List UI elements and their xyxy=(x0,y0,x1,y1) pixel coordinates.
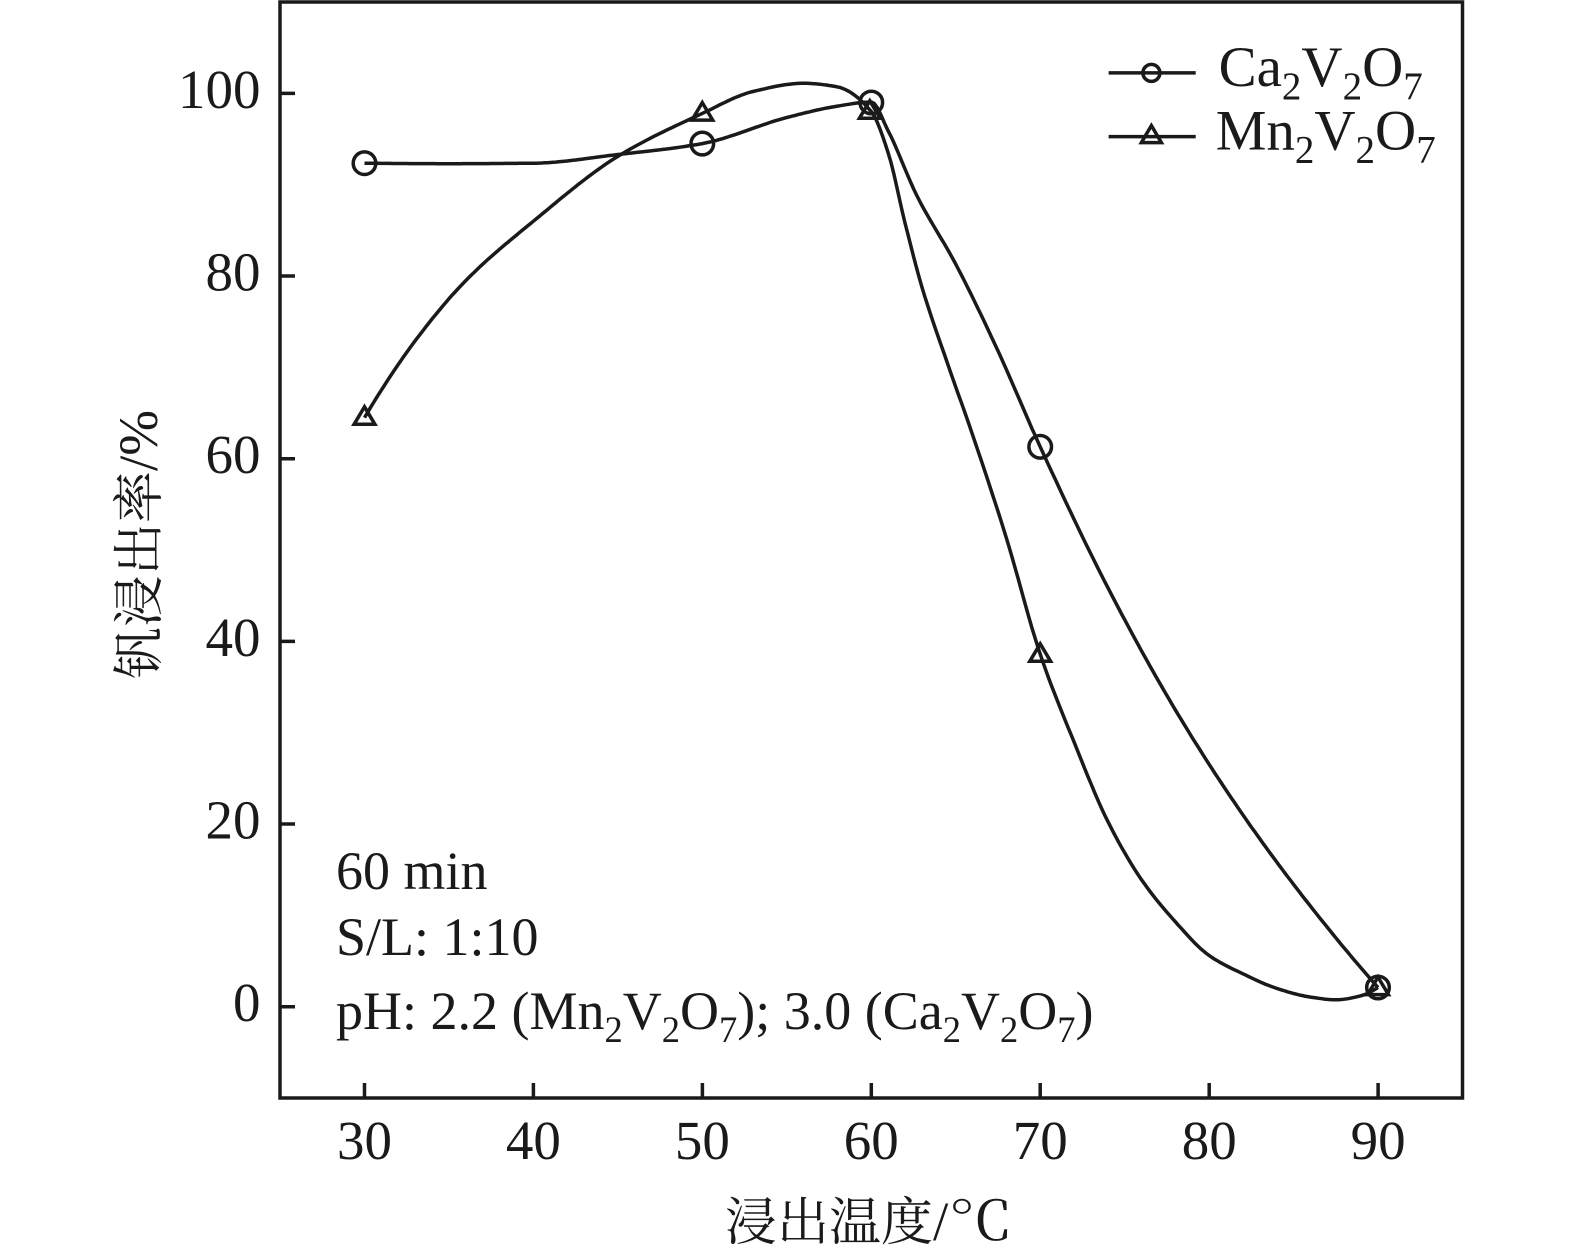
svg-text:80: 80 xyxy=(1182,1110,1237,1171)
svg-text:pH: 2.2 (Mn2​V2​O7​); 3.0 (Ca2: pH: 2.2 (Mn2​V2​O7​); 3.0 (Ca2​V2​O7​) xyxy=(336,981,1093,1050)
svg-text:40: 40 xyxy=(206,607,261,668)
svg-text:100: 100 xyxy=(178,59,261,120)
svg-text:60: 60 xyxy=(206,424,261,485)
svg-text:50: 50 xyxy=(675,1110,730,1171)
svg-text:60: 60 xyxy=(844,1110,899,1171)
svg-text:70: 70 xyxy=(1013,1110,1068,1171)
svg-text:Mn2​V2​O7​: Mn2​V2​O7​ xyxy=(1216,100,1436,172)
svg-text:Ca2​V2​O7​: Ca2​V2​O7​ xyxy=(1219,36,1423,108)
svg-text:20: 20 xyxy=(206,790,261,851)
svg-text:60 min: 60 min xyxy=(336,841,488,901)
svg-text:80: 80 xyxy=(206,242,261,303)
svg-text:/%: /% xyxy=(108,410,169,471)
svg-text:/: / xyxy=(933,1191,949,1252)
svg-text:90: 90 xyxy=(1351,1110,1406,1171)
svg-text:S/L: 1:10: S/L: 1:10 xyxy=(336,907,539,967)
svg-text:0: 0 xyxy=(233,972,261,1033)
svg-text:40: 40 xyxy=(506,1110,561,1171)
svg-text:30: 30 xyxy=(337,1110,392,1171)
